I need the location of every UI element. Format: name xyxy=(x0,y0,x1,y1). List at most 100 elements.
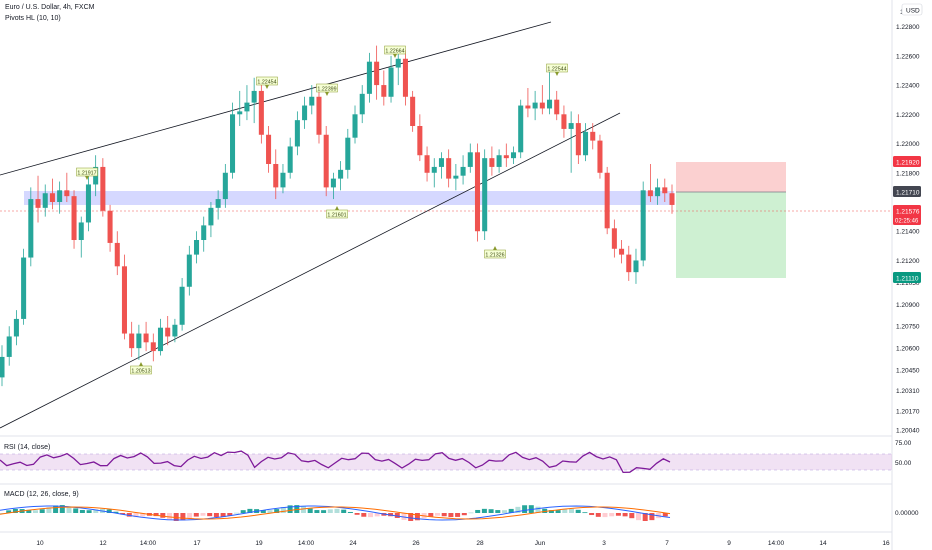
take-profit-zone xyxy=(676,192,786,278)
candle-body xyxy=(640,190,646,261)
macd-bar xyxy=(368,513,373,518)
candle-body xyxy=(330,178,336,188)
macd-bar xyxy=(227,513,233,516)
macd-bar xyxy=(401,513,407,521)
macd-bar xyxy=(535,506,541,513)
macd-bar xyxy=(126,513,132,517)
macd-bar xyxy=(334,508,340,513)
lower-trendline xyxy=(0,112,621,429)
macd-bar xyxy=(428,513,434,517)
current-price-tag: 1.21576 02:25:46 xyxy=(893,205,921,225)
macd-bar xyxy=(347,511,353,513)
candle-body xyxy=(410,96,416,126)
pivot-label: 1.20513 xyxy=(131,368,150,374)
macd-tick-0: 0.00000 xyxy=(895,510,919,517)
macd-bar xyxy=(414,513,420,521)
candle-body xyxy=(374,61,380,86)
pivot-pointer xyxy=(493,246,497,250)
candle-body xyxy=(6,336,12,357)
macd-bar xyxy=(455,513,461,517)
candle-body xyxy=(547,99,553,109)
candle-body xyxy=(280,172,286,188)
macd-bar xyxy=(140,513,146,517)
macd-bar xyxy=(649,513,655,521)
pivot-pointer xyxy=(139,362,143,366)
macd-bar xyxy=(240,510,246,513)
macd-bar xyxy=(93,509,99,513)
time-tick: 19 xyxy=(255,540,263,547)
upper-trendline xyxy=(0,21,552,176)
price-tick: 1.20170 xyxy=(896,409,920,416)
macd-bar xyxy=(160,513,166,518)
macd-bar xyxy=(287,505,293,513)
macd-bar xyxy=(502,510,507,513)
price-tick: 1.20750 xyxy=(896,324,920,331)
candle-body xyxy=(136,333,142,349)
macd-bar xyxy=(522,505,528,513)
pivot-pointer xyxy=(393,54,397,58)
macd-bar xyxy=(441,513,447,517)
macd-bar xyxy=(374,513,380,517)
rsi-band xyxy=(0,454,892,470)
macd-bar xyxy=(6,510,12,513)
price-tick: 1.22000 xyxy=(896,141,920,148)
price-tick: 1.20600 xyxy=(896,346,920,353)
candle-body xyxy=(345,137,351,170)
macd-bar xyxy=(39,509,45,513)
macd-bar xyxy=(448,513,454,518)
candle-body xyxy=(100,166,106,211)
macd-bar xyxy=(220,513,226,517)
macd-bar xyxy=(321,510,327,513)
pivot-label: 1.22544 xyxy=(547,66,566,72)
candle-body xyxy=(165,327,171,337)
time-tick: 12 xyxy=(99,540,107,547)
macd-bar xyxy=(79,509,85,513)
candle-body xyxy=(431,166,437,173)
candle-body xyxy=(129,333,135,349)
time-tick: Jun xyxy=(535,540,546,547)
macd-bar xyxy=(495,510,501,513)
time-tick: 16 xyxy=(882,540,890,547)
candle-body xyxy=(215,199,221,208)
candle-body xyxy=(446,158,452,179)
candle-body xyxy=(71,196,77,240)
candle-body xyxy=(366,61,372,94)
candle-body xyxy=(532,102,538,109)
macd-bar xyxy=(542,508,548,513)
candle-body xyxy=(107,210,113,243)
svg-text:1.21576: 1.21576 xyxy=(896,209,920,216)
candle-body xyxy=(294,120,300,147)
countdown-timer: 02:25:46 xyxy=(895,219,919,225)
macd-bar xyxy=(548,510,554,513)
candle-body xyxy=(460,166,466,176)
rsi-line xyxy=(0,450,671,474)
candle-body xyxy=(510,152,517,159)
candle-body xyxy=(590,131,596,141)
macd-bar xyxy=(113,511,119,513)
candle-body xyxy=(338,169,344,179)
macd-bar xyxy=(247,508,253,513)
candle-body xyxy=(575,123,581,156)
candle-body xyxy=(316,96,322,135)
price-tick: 1.20040 xyxy=(896,428,920,435)
macd-bar xyxy=(609,513,615,517)
candle-body xyxy=(287,146,293,173)
pivot-pointer xyxy=(85,176,89,180)
time-tick: 14:00 xyxy=(140,540,157,547)
candle-body xyxy=(417,126,423,156)
price-tick: 1.21050 xyxy=(896,280,920,287)
currency-label: USD xyxy=(906,8,920,15)
candle-body xyxy=(230,114,236,173)
candle-body xyxy=(662,187,668,194)
currency-badge[interactable] xyxy=(901,3,923,16)
price-tick: 1.21800 xyxy=(896,170,920,177)
macd-bar xyxy=(260,510,266,513)
macd-bar xyxy=(582,512,588,514)
candle-body xyxy=(388,67,394,97)
time-axis[interactable]: 10 12 14:00 17 19 14:00 24 26 28 Jun 3 7 9 14:00 14 16 xyxy=(36,540,890,547)
candle-body xyxy=(438,158,444,167)
macd-bar xyxy=(562,509,568,513)
macd-bar xyxy=(46,507,52,513)
pivot-label: 1.22664 xyxy=(385,48,404,54)
